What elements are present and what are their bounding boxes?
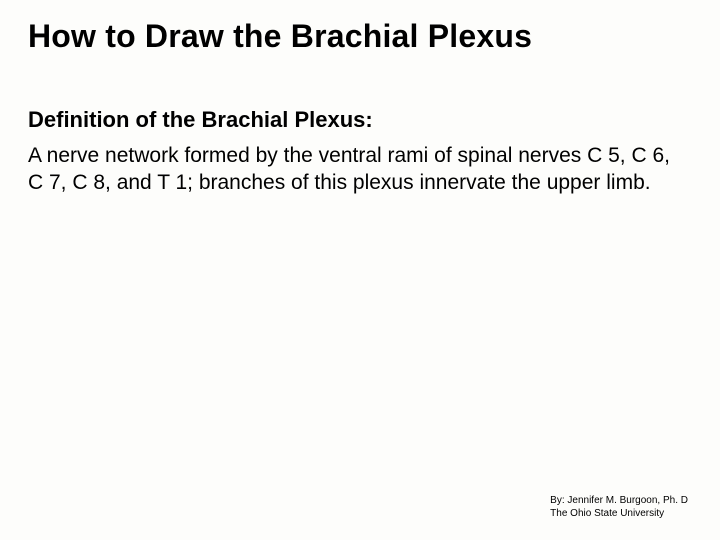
- definition-heading: Definition of the Brachial Plexus:: [28, 107, 692, 133]
- definition-body: A nerve network formed by the ventral ra…: [28, 143, 688, 197]
- page-title: How to Draw the Brachial Plexus: [28, 18, 692, 55]
- attribution-author: By: Jennifer M. Burgoon, Ph. D: [550, 495, 688, 508]
- attribution-block: By: Jennifer M. Burgoon, Ph. D The Ohio …: [550, 495, 688, 520]
- slide-container: How to Draw the Brachial Plexus Definiti…: [0, 0, 720, 540]
- attribution-affiliation: The Ohio State University: [550, 508, 688, 521]
